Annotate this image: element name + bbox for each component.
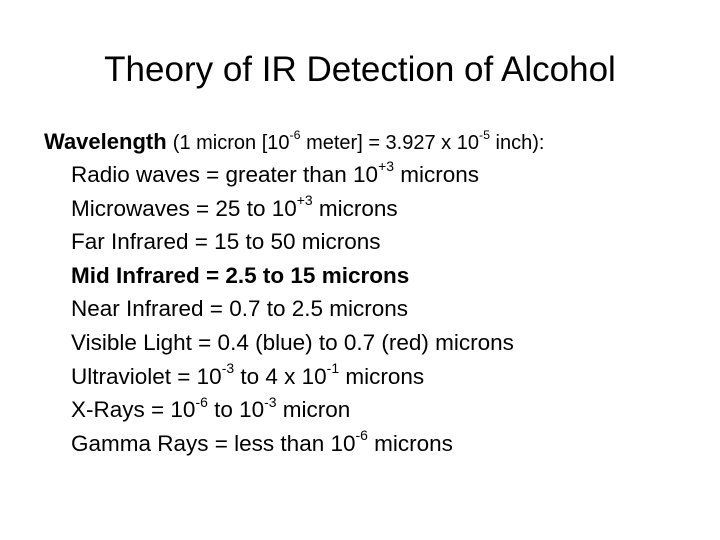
list-item-microwaves: Microwaves = 25 to 10+3 microns (71, 192, 514, 226)
list-item-visible-light: Visible Light = 0.4 (blue) to 0.7 (red) … (71, 326, 514, 360)
item-text: Microwaves = 25 to 10 (71, 195, 297, 221)
wavelength-list: Radio waves = greater than 10+3 microns … (71, 158, 514, 460)
item-text: to 10 (207, 397, 265, 423)
item-text: Radio waves = greater than 10 (71, 162, 379, 187)
item-text: Gamma Rays = less than 10 (71, 430, 356, 456)
heading-note-exponent: -6 (289, 128, 301, 143)
item-text: microns (393, 162, 479, 187)
item-text: Far Infrared = 15 to 50 microns (71, 229, 381, 255)
slide-title: Theory of IR Detection of Alcohol (104, 50, 616, 89)
list-item-x-rays: X-Rays = 10-6 to 10-3 micron (71, 393, 514, 427)
list-item-near-infrared: Near Infrared = 0.7 to 2.5 microns (71, 292, 514, 326)
item-text: Mid Infrared = 2.5 to 15 microns (71, 262, 410, 288)
heading-note-exponent: -5 (478, 128, 490, 143)
list-item-ultraviolet: Ultraviolet = 10-3 to 4 x 10-1 microns (71, 360, 514, 394)
list-item-mid-infrared: Mid Infrared = 2.5 to 15 microns (71, 259, 514, 293)
list-item-far-infrared: Far Infrared = 15 to 50 microns (71, 225, 514, 259)
item-text: micron (276, 397, 351, 423)
item-exponent: -3 (221, 359, 235, 376)
item-exponent: +3 (378, 158, 394, 175)
item-text: Ultraviolet = 10 (71, 363, 222, 389)
list-item-gamma-rays: Gamma Rays = less than 10-6 microns (71, 427, 514, 461)
wavelength-heading: Wavelength (1 micron [10-6 meter] = 3.92… (44, 125, 544, 160)
heading-note-text: inch): (490, 132, 545, 154)
heading-note-text: (1 micron [10 (172, 132, 290, 154)
item-text: to 4 x 10 (234, 363, 327, 389)
item-exponent: -6 (355, 427, 368, 444)
item-text: X-Rays = 10 (71, 397, 196, 423)
heading-note: (1 micron [10-6 meter] = 3.927 x 10-5 in… (172, 129, 545, 154)
item-exponent: -6 (195, 393, 208, 410)
item-exponent: -1 (326, 359, 340, 376)
item-exponent: +3 (296, 192, 313, 209)
heading-label: Wavelength (44, 129, 167, 154)
item-text: Near Infrared = 0.7 to 2.5 microns (71, 296, 409, 322)
item-text: microns (339, 363, 425, 389)
item-text: microns (312, 195, 398, 221)
item-text: microns (367, 430, 453, 456)
heading-note-text: meter] = 3.927 x 10 (300, 132, 479, 154)
item-exponent: -3 (264, 393, 277, 410)
list-item-radio-waves: Radio waves = greater than 10+3 microns (71, 158, 514, 192)
item-text: Visible Light = 0.4 (blue) to 0.7 (red) … (71, 329, 514, 355)
